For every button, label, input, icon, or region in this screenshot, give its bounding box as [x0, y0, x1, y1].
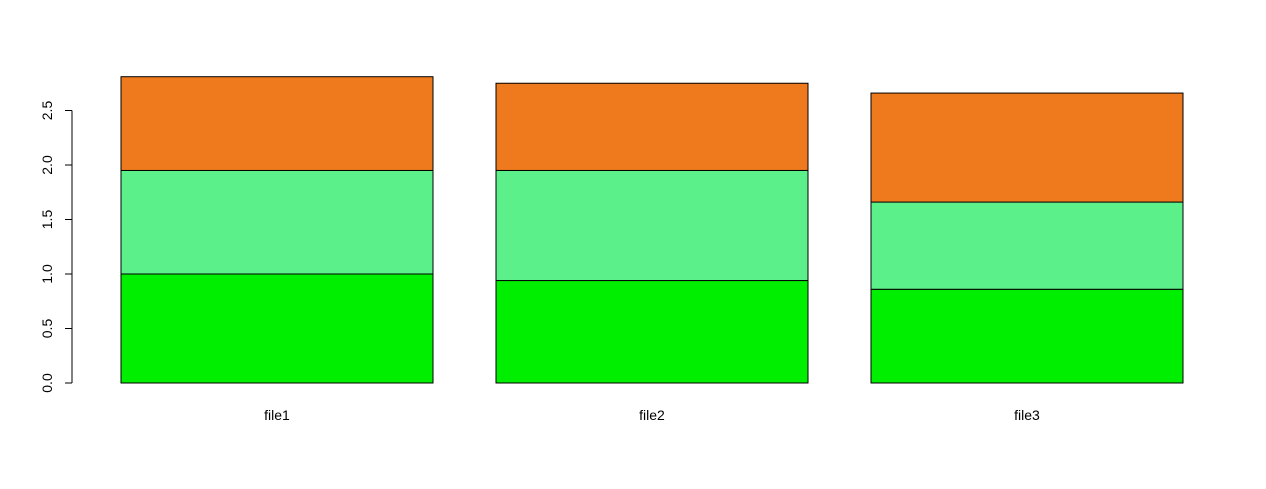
y-tick-label: 2.0	[39, 155, 55, 175]
y-axis: 0.0 0.5 1.0 1.5 2.0 2.5	[39, 101, 73, 393]
y-tick-label: 1.5	[39, 210, 55, 230]
bar-segment-file2-series-2	[495, 169, 809, 282]
y-tick-label: 0.0	[39, 373, 55, 393]
y-tick-label: 0.5	[39, 319, 55, 339]
x-category-label: file1	[264, 407, 290, 423]
bar-segment-file1-series-3	[120, 76, 434, 171]
bar-segment-file3-series-1	[870, 288, 1184, 384]
bar-segment-file2-series-1	[495, 280, 809, 384]
y-tick-label: 1.0	[39, 264, 55, 284]
bar-segment-file1-series-1	[120, 273, 434, 384]
bar-segment-file3-series-3	[870, 92, 1184, 203]
bar-segment-file3-series-2	[870, 201, 1184, 290]
bar-segment-file2-series-3	[495, 82, 809, 171]
x-category-label: file2	[639, 407, 665, 423]
bar-segment-file1-series-2	[120, 169, 434, 275]
x-category-label: file3	[1014, 407, 1040, 423]
x-axis-labels: file1 file2 file3	[264, 407, 1040, 423]
bars-group	[120, 76, 1184, 384]
y-tick-label: 2.5	[39, 101, 55, 121]
